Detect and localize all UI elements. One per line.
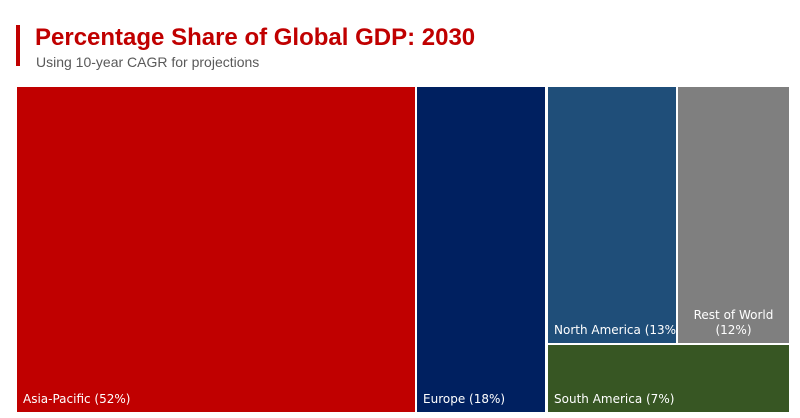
treemap-cell-south-america: South America (7%) bbox=[548, 345, 789, 412]
title-accent-bar bbox=[16, 25, 20, 66]
treemap-label-europe: Europe (18%) bbox=[423, 392, 506, 406]
treemap-label-south-america: South America (7%) bbox=[554, 392, 675, 406]
chart-title: Percentage Share of Global GDP: 2030 bbox=[35, 24, 476, 51]
treemap-label-rest-of-world: Rest of World (12%) bbox=[693, 308, 774, 337]
treemap-cell-rest-of-world: Rest of World (12%) bbox=[678, 87, 789, 343]
treemap-label-asia-pacific: Asia-Pacific (52%) bbox=[23, 392, 131, 406]
treemap-cell-asia-pacific: Asia-Pacific (52%) bbox=[17, 87, 415, 412]
treemap-cell-europe: Europe (18%) bbox=[417, 87, 545, 412]
chart-subtitle: Using 10-year CAGR for projections bbox=[36, 54, 260, 70]
treemap-label-north-america: North America (13%) bbox=[554, 323, 681, 337]
treemap-cell-north-america: North America (13%) bbox=[548, 87, 681, 343]
